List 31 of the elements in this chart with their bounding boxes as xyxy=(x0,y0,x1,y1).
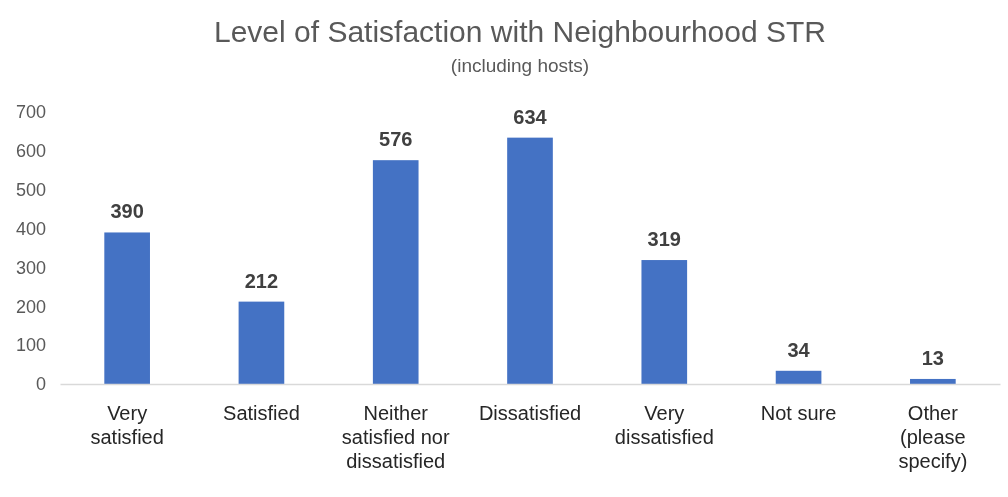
data-label: 212 xyxy=(244,269,279,292)
y-tick-label: 300 xyxy=(15,257,46,278)
x-tick-label: Neither satisfied nor dissatisfied xyxy=(341,402,450,473)
y-tick-label: 500 xyxy=(15,179,46,200)
x-tick-label: Satisfied xyxy=(223,402,300,425)
bar xyxy=(238,301,285,384)
x-tick-label: Dissatisfied xyxy=(478,402,582,425)
bar xyxy=(775,370,822,384)
y-tick-label: 200 xyxy=(15,296,46,317)
data-label: 634 xyxy=(513,105,548,128)
data-label: 390 xyxy=(110,200,144,223)
y-tick-label: 0 xyxy=(35,374,46,395)
bar xyxy=(507,137,553,384)
x-tick-label: Very dissatisfied xyxy=(614,402,714,449)
y-tick-label: 700 xyxy=(15,102,46,123)
chart-subtitle: (including hosts) xyxy=(450,55,590,76)
x-tick-label: Other (please specify) xyxy=(898,402,968,473)
data-label: 13 xyxy=(921,346,944,369)
data-label: 34 xyxy=(787,338,811,361)
data-label: 576 xyxy=(379,128,413,151)
bar xyxy=(641,260,688,384)
data-label: 319 xyxy=(647,228,681,251)
bar xyxy=(104,232,150,384)
x-tick-label: Not sure xyxy=(760,402,837,425)
y-tick-label: 400 xyxy=(15,218,46,239)
x-tick-label: Very satisfied xyxy=(90,402,164,449)
bar xyxy=(910,378,956,384)
y-tick-label: 100 xyxy=(15,335,46,356)
bar xyxy=(372,160,419,384)
chart-title: Level of Satisfaction with Neighbourhood STR xyxy=(213,15,827,48)
y-tick-label: 600 xyxy=(15,141,46,162)
